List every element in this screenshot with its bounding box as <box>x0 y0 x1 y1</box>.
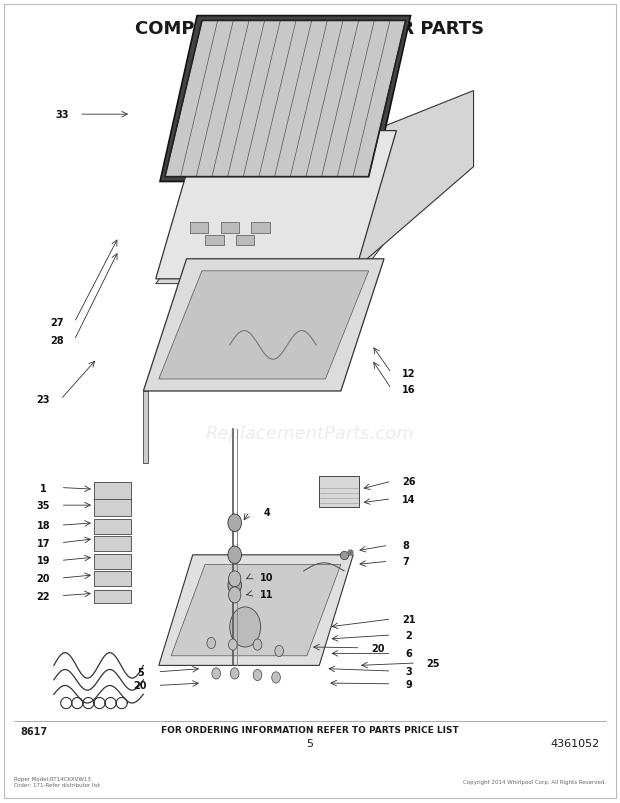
Text: 12: 12 <box>402 369 415 378</box>
Bar <box>236 236 254 246</box>
Text: 5: 5 <box>306 738 314 748</box>
Text: 20: 20 <box>371 643 384 653</box>
Polygon shape <box>159 271 369 380</box>
Bar <box>319 477 360 507</box>
Circle shape <box>229 587 241 603</box>
Text: 14: 14 <box>402 494 415 504</box>
Text: 33: 33 <box>55 110 69 120</box>
Bar <box>94 590 131 604</box>
Polygon shape <box>143 392 148 463</box>
Bar <box>94 520 131 535</box>
Circle shape <box>228 546 241 564</box>
Polygon shape <box>171 565 341 656</box>
Text: 28: 28 <box>50 336 64 345</box>
Circle shape <box>228 577 241 594</box>
Circle shape <box>230 607 260 647</box>
Text: 10: 10 <box>260 573 273 582</box>
Bar <box>190 223 208 234</box>
Polygon shape <box>156 228 396 284</box>
Text: 4361052: 4361052 <box>551 738 600 748</box>
Bar <box>221 223 239 234</box>
Circle shape <box>231 668 239 679</box>
Text: 20: 20 <box>133 681 147 691</box>
Text: 19: 19 <box>37 556 50 566</box>
Text: For Model: RT14CKXVW13: For Model: RT14CKXVW13 <box>233 38 387 48</box>
Bar <box>251 223 270 234</box>
Text: 25: 25 <box>427 658 440 668</box>
Text: FOR ORDERING INFORMATION REFER TO PARTS PRICE LIST: FOR ORDERING INFORMATION REFER TO PARTS … <box>161 725 459 734</box>
Text: 16: 16 <box>402 385 415 394</box>
Circle shape <box>212 668 221 679</box>
Polygon shape <box>159 555 353 666</box>
Text: 7: 7 <box>402 556 409 567</box>
Polygon shape <box>143 259 384 392</box>
Text: 9: 9 <box>405 679 412 689</box>
Text: Copyright 2014 Whirlpool Corp. All Rights Reserved.: Copyright 2014 Whirlpool Corp. All Right… <box>463 779 606 784</box>
Text: 20: 20 <box>37 573 50 583</box>
Polygon shape <box>156 132 396 279</box>
Text: 5: 5 <box>137 667 144 677</box>
Polygon shape <box>165 22 405 177</box>
Text: 3: 3 <box>405 666 412 676</box>
Bar <box>94 499 131 516</box>
Text: 21: 21 <box>402 614 415 624</box>
Circle shape <box>229 639 237 650</box>
Bar <box>94 482 131 500</box>
Polygon shape <box>353 92 474 271</box>
Text: Roper Model:RT14CKXVW13
Order: 171-Refer distributor list: Roper Model:RT14CKXVW13 Order: 171-Refer… <box>14 777 100 787</box>
Text: 8: 8 <box>402 540 409 551</box>
Polygon shape <box>160 17 410 182</box>
Text: 2: 2 <box>405 630 412 640</box>
Text: 23: 23 <box>37 395 50 405</box>
Text: ReplacementParts.com: ReplacementParts.com <box>206 425 414 442</box>
Circle shape <box>253 670 262 681</box>
Text: 11: 11 <box>260 589 273 599</box>
Text: 27: 27 <box>50 318 64 328</box>
Text: 35: 35 <box>37 500 50 511</box>
Circle shape <box>207 638 216 649</box>
Text: 18: 18 <box>37 520 50 531</box>
Text: COMPARTMENT SEPARATOR PARTS: COMPARTMENT SEPARATOR PARTS <box>135 20 485 39</box>
Text: 8617: 8617 <box>20 726 47 736</box>
Circle shape <box>228 515 241 532</box>
Bar <box>205 236 224 246</box>
Bar <box>94 536 131 552</box>
Text: 22: 22 <box>37 591 50 601</box>
Circle shape <box>229 571 241 587</box>
Text: 6: 6 <box>405 649 412 658</box>
Circle shape <box>275 646 283 657</box>
Text: 26: 26 <box>402 476 415 487</box>
Circle shape <box>253 639 262 650</box>
Bar <box>94 554 131 569</box>
Text: 1: 1 <box>40 483 46 493</box>
Text: 17: 17 <box>37 538 50 548</box>
Bar <box>94 572 131 587</box>
Text: 4: 4 <box>264 507 270 517</box>
Circle shape <box>272 672 280 683</box>
